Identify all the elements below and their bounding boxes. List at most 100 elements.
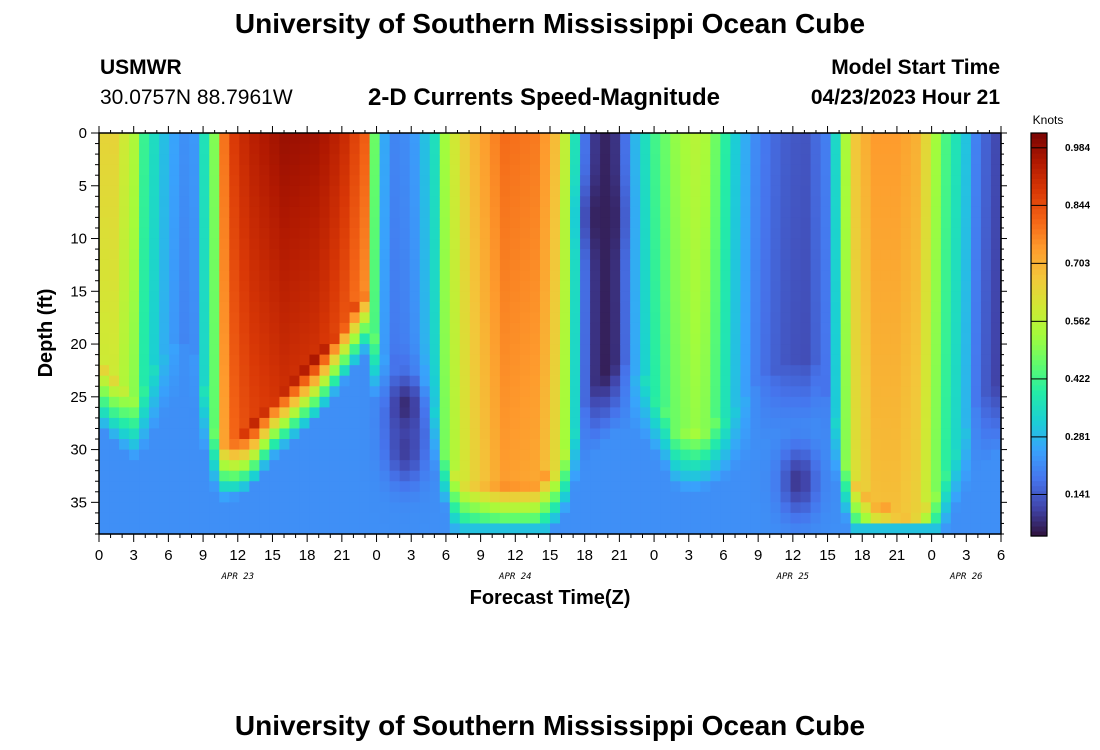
- heatmap-cell: [630, 386, 641, 398]
- heatmap-cell: [600, 133, 611, 145]
- heatmap-cell: [840, 333, 852, 345]
- heatmap-cell: [519, 512, 531, 525]
- heatmap-cell: [950, 386, 962, 398]
- heatmap-cell: [359, 428, 371, 440]
- heatmap-cell: [109, 238, 120, 250]
- heatmap-cell: [509, 344, 521, 356]
- heatmap-cell: [920, 396, 932, 408]
- heatmap-cell: [680, 407, 691, 419]
- heatmap-cell: [550, 238, 561, 250]
- heatmap-cell: [529, 417, 541, 430]
- heatmap-cell: [920, 512, 932, 525]
- heatmap-cell: [710, 428, 721, 440]
- heatmap-cell: [950, 502, 962, 514]
- heatmap-cell: [620, 386, 631, 398]
- heatmap-cell: [529, 449, 541, 461]
- heatmap-cell: [770, 291, 782, 303]
- heatmap-cell: [399, 523, 411, 535]
- heatmap-cell: [770, 206, 782, 219]
- heatmap-cell: [710, 217, 721, 229]
- heatmap-cell: [359, 523, 371, 535]
- heatmap-cell: [499, 280, 511, 292]
- heatmap-cell: [820, 439, 832, 451]
- heatmap-cell: [179, 259, 190, 271]
- heatmap-cell: [950, 280, 962, 292]
- heatmap-cell: [760, 354, 772, 366]
- heatmap-cell: [780, 396, 792, 408]
- heatmap-cell: [419, 386, 431, 398]
- heatmap-cell: [269, 196, 280, 208]
- heatmap-cell: [249, 227, 260, 240]
- heatmap-cell: [580, 439, 591, 451]
- heatmap-cell: [149, 196, 160, 208]
- heatmap-cell: [880, 280, 892, 292]
- heatmap-cell: [239, 470, 250, 482]
- heatmap-cell: [439, 428, 451, 440]
- colorbar-tick-label: 0.703: [1065, 258, 1090, 269]
- heatmap-cell: [890, 154, 902, 166]
- heatmap-cell: [680, 238, 691, 250]
- heatmap-cell: [630, 354, 641, 366]
- heatmap-cell: [780, 386, 792, 398]
- colorbar-segment: [1031, 349, 1047, 356]
- heatmap-cell: [299, 491, 311, 503]
- heatmap-cell: [309, 396, 321, 408]
- heatmap-cell: [810, 270, 822, 282]
- heatmap-cell: [269, 322, 280, 335]
- heatmap-cell: [179, 143, 190, 155]
- heatmap-cell: [670, 375, 681, 387]
- heatmap-cell: [279, 185, 291, 197]
- heatmap-cell: [489, 470, 501, 482]
- heatmap-cell: [820, 396, 832, 408]
- heatmap-cell: [329, 196, 341, 208]
- heatmap-cell: [259, 354, 270, 366]
- heatmap-cell: [660, 185, 671, 197]
- heatmap-cell: [700, 217, 711, 229]
- heatmap-cell: [670, 259, 681, 271]
- heatmap-cell: [820, 175, 832, 187]
- heatmap-cell: [590, 217, 601, 229]
- heatmap-cell: [550, 439, 561, 451]
- heatmap-cell: [720, 344, 731, 356]
- heatmap-cell: [169, 333, 180, 345]
- heatmap-cell: [820, 217, 832, 229]
- heatmap-cell: [399, 133, 411, 145]
- heatmap-cell: [429, 491, 441, 503]
- heatmap-cell: [710, 354, 721, 366]
- heatmap-cell: [580, 523, 591, 535]
- heatmap-cells: [99, 133, 1002, 535]
- heatmap-cell: [760, 217, 772, 229]
- heatmap-cell: [259, 386, 270, 398]
- heatmap-cell: [339, 154, 351, 166]
- heatmap-cell: [239, 143, 250, 155]
- colorbar-tick-label: 0.141: [1065, 489, 1090, 500]
- colorbar-segment: [1031, 480, 1047, 487]
- station-id: USMWR: [100, 56, 182, 79]
- heatmap-cell: [169, 523, 180, 535]
- heatmap-cell: [570, 502, 581, 514]
- heatmap-cell: [399, 291, 411, 303]
- heatmap-cell: [780, 164, 792, 176]
- colorbar-segment: [1031, 158, 1047, 164]
- heatmap-cell: [349, 312, 361, 324]
- heatmap-cell: [99, 470, 110, 482]
- heatmap-cell: [870, 407, 882, 419]
- heatmap-cell: [810, 164, 822, 176]
- heatmap-cell: [389, 217, 401, 229]
- heatmap-cell: [910, 354, 922, 366]
- heatmap-cell: [319, 291, 331, 303]
- heatmap-cell: [860, 491, 872, 503]
- heatmap-cell: [299, 143, 311, 155]
- heatmap-cell: [299, 301, 311, 313]
- heatmap-cell: [880, 175, 892, 187]
- heatmap-cell: [810, 502, 822, 514]
- heatmap-cell: [690, 259, 701, 271]
- heatmap-cell: [570, 481, 581, 493]
- heatmap-cell: [800, 396, 812, 408]
- heatmap-cell: [109, 259, 120, 271]
- heatmap-cell: [710, 175, 721, 187]
- heatmap-cell: [499, 428, 511, 440]
- heatmap-cell: [650, 301, 661, 313]
- heatmap-cell: [229, 175, 240, 187]
- heatmap-cell: [770, 238, 782, 250]
